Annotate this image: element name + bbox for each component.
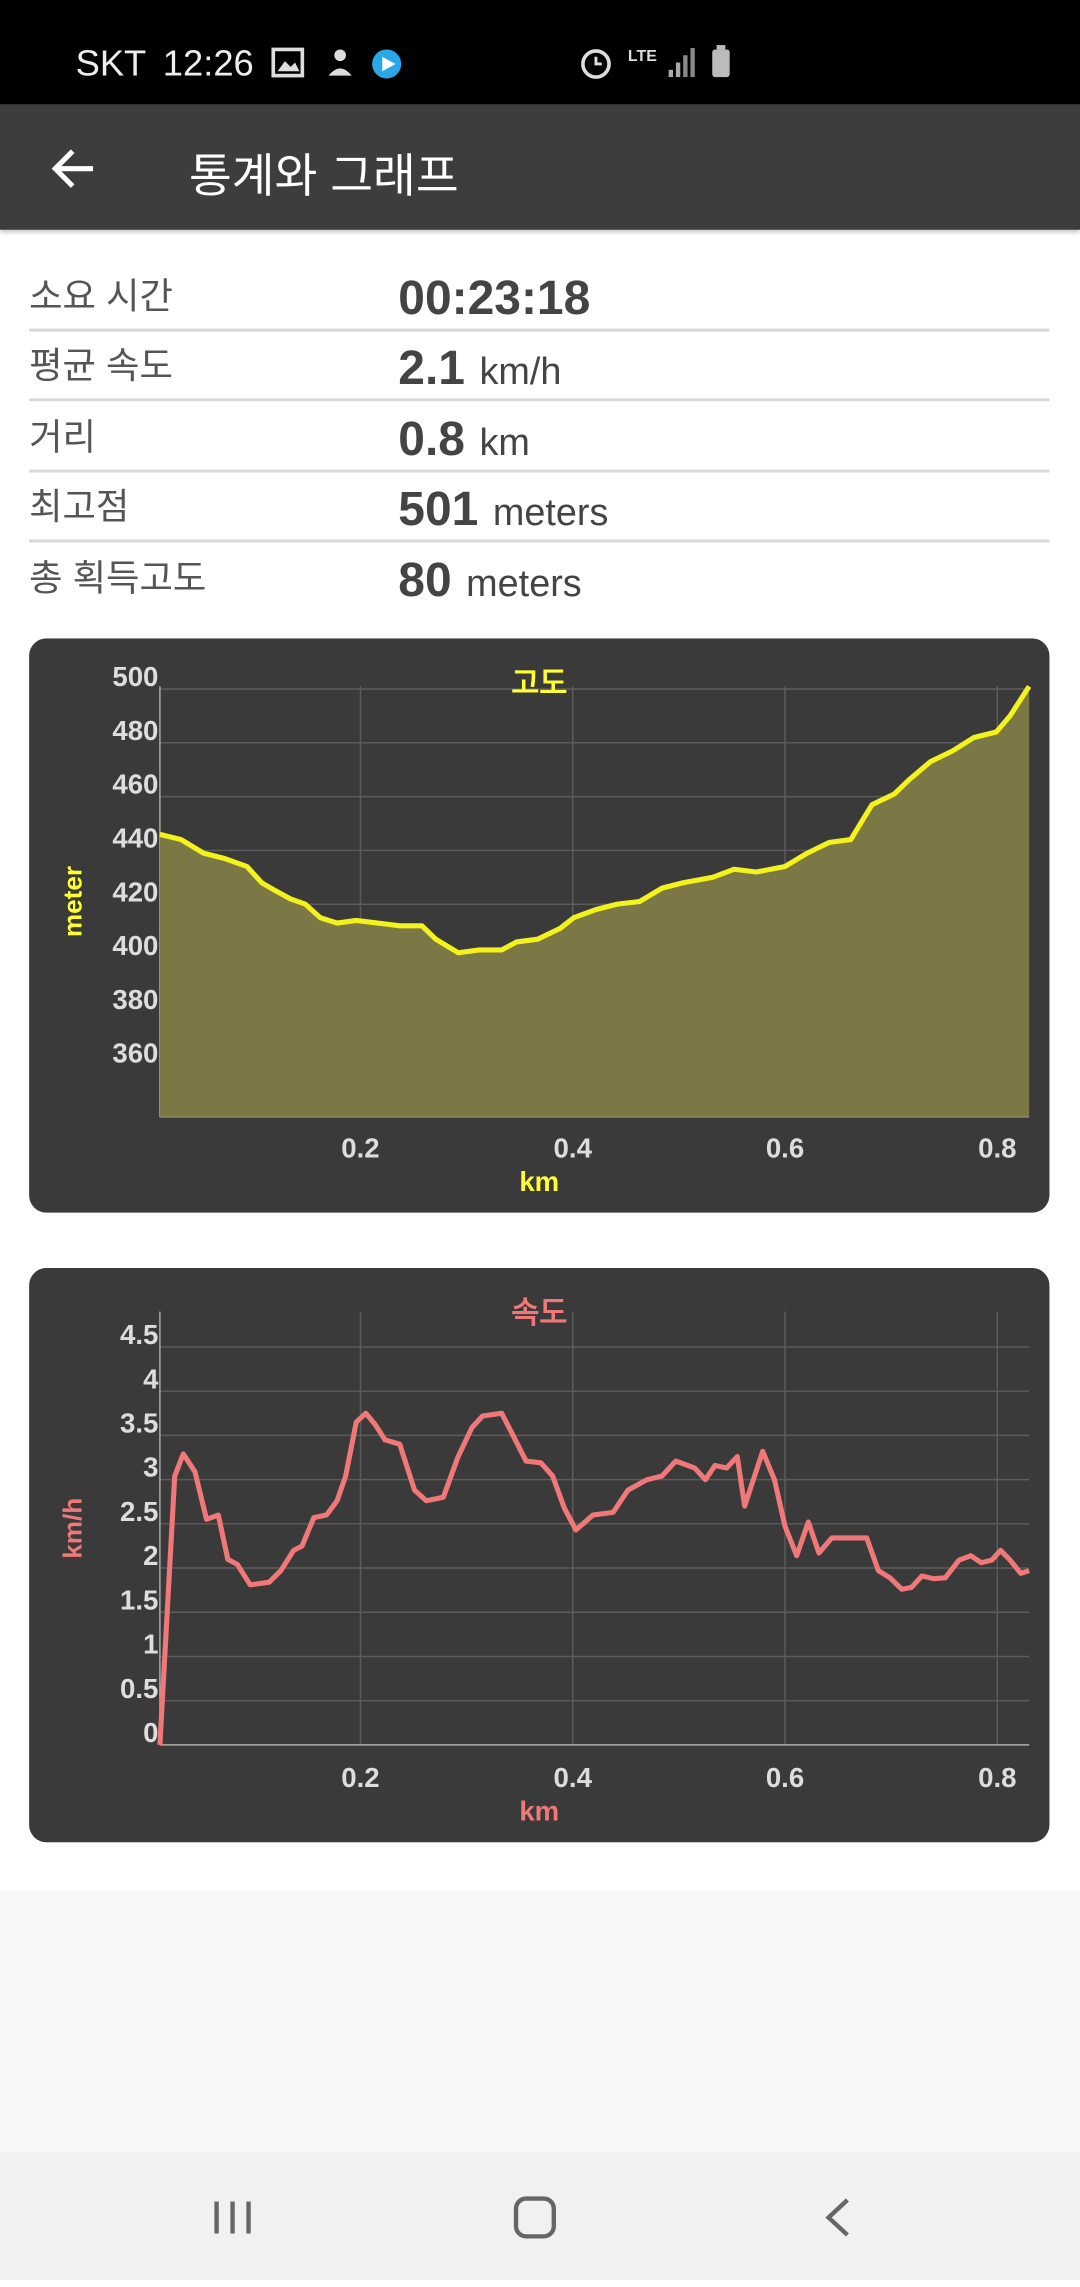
y-tick-label: 500 [112, 661, 158, 692]
altitude-line [159, 684, 1032, 956]
stat-number: 501 [398, 481, 479, 536]
stat-row: 소요 시간 00:23:18 [29, 262, 1050, 332]
area-fill [159, 686, 1030, 1117]
stat-label: 소요 시간 [29, 276, 173, 317]
x-tick-label: 0.4 [554, 1762, 593, 1793]
empty-area [0, 1890, 1080, 2153]
y-tick-label: 3.5 [120, 1407, 158, 1438]
status-icons [271, 47, 402, 79]
y-tick-label: 420 [112, 876, 158, 907]
app-title: 통계와 그래프 [188, 149, 459, 203]
back[interactable] [825, 2198, 849, 2237]
y-tick-label: 2 [143, 1540, 158, 1571]
x-tick-label: 0.8 [978, 1762, 1016, 1793]
y-axis-label: km/h [57, 1498, 87, 1559]
network-label: LTE [628, 48, 657, 65]
x-tick-label: 0.2 [341, 1762, 379, 1793]
stat-unit: km [479, 420, 530, 464]
y-tick-label: 400 [112, 930, 158, 961]
x-axis-label: km [519, 1166, 559, 1197]
y-axis-label: meter [57, 866, 87, 937]
stat-number: 00:23:18 [398, 270, 591, 325]
x-tick-label: 0.8 [978, 1132, 1016, 1163]
row-divider [29, 469, 1050, 473]
stat-value: 0.8 km [398, 412, 530, 467]
y-tick-label: 1 [143, 1629, 158, 1660]
stat-label: 평균 속도 [29, 346, 173, 387]
chart-title: 속도 [511, 1296, 567, 1330]
stat-unit: meters [466, 561, 582, 605]
app-bar: 통계와 그래프 [0, 104, 1080, 230]
stat-row: 평균 속도 2.1 km/h [29, 332, 1050, 402]
stat-number: 2.1 [398, 340, 465, 395]
x-axis-label: km [519, 1796, 559, 1827]
y-tick-label: 460 [112, 769, 158, 800]
altitude-chart: 360 380 400 420 440 460 480 500 0.2 0.4 0.6 0.8 고도 km… [29, 638, 1050, 1213]
back-button[interactable] [49, 145, 98, 192]
y-tick-label: 4.5 [120, 1319, 158, 1350]
speed-chart: 0 0.5 1 1.5 2 2.5 3 3.5 4 4.5 0.2 0.4 0.6 0.8 속도 km km/h [29, 1267, 1050, 1843]
stat-number: 80 [398, 552, 452, 607]
row-divider [29, 398, 1050, 402]
y-tick-label: 0.5 [120, 1673, 158, 1704]
stat-value: 2.1 km/h [398, 340, 561, 395]
stat-row: 최고점 501 meters [29, 473, 1050, 543]
recent-apps[interactable] [214, 2201, 251, 2234]
y-tick-label: 380 [112, 984, 158, 1015]
card-background [29, 1267, 1050, 1843]
stat-label: 거리 [29, 417, 96, 459]
nav-bar [0, 2152, 1080, 2280]
stat-value: 00:23:18 [398, 270, 590, 325]
chart-title: 고도 [511, 667, 567, 701]
y-tick-label: 360 [112, 1038, 158, 1069]
speed-line [157, 1410, 1030, 1746]
y-tick-label: 4 [143, 1363, 159, 1394]
stat-row: 총 획득고도 80 meters [29, 544, 1049, 614]
stat-value: 80 meters [398, 553, 581, 608]
y-tick-label: 0 [143, 1717, 158, 1748]
status-bar: SKT 12:26 LTE [0, 0, 1080, 105]
y-tick-label: 1.5 [120, 1584, 158, 1615]
row-divider [29, 328, 1050, 332]
y-tick-label: 480 [112, 715, 158, 746]
stat-unit: meters [492, 490, 609, 534]
status-right-icons: LTE [581, 45, 730, 79]
stat-label: 총 획득고도 [29, 558, 207, 600]
y-tick-label: 2.5 [120, 1496, 158, 1527]
clock: 12:26 [162, 43, 254, 85]
stat-number: 0.8 [398, 411, 465, 466]
x-tick-label: 0.6 [766, 1132, 804, 1163]
x-tick-label: 0.2 [341, 1132, 379, 1163]
row-divider [29, 539, 1050, 543]
y-tick-label: 440 [112, 823, 158, 854]
carrier: SKT [75, 43, 147, 85]
x-tick-label: 0.4 [554, 1132, 593, 1163]
y-tick-label: 3 [143, 1452, 158, 1483]
stat-value: 501 meters [398, 481, 608, 536]
home[interactable] [513, 2196, 556, 2239]
stat-row: 거리 0.8 km [29, 403, 1050, 473]
stat-unit: km/h [479, 348, 562, 393]
nav-icons [214, 2196, 849, 2239]
stat-label: 최고점 [29, 487, 130, 528]
x-tick-label: 0.6 [766, 1762, 804, 1793]
